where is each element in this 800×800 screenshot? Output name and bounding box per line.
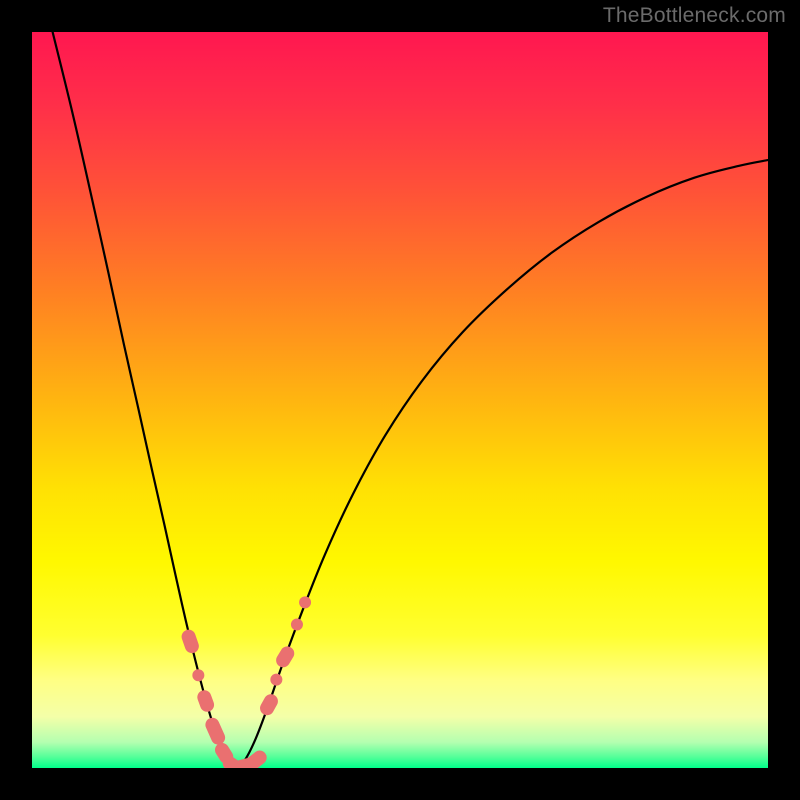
marker-dot — [291, 618, 303, 630]
chart-frame: TheBottleneck.com — [0, 0, 800, 800]
marker-dot — [192, 669, 204, 681]
plot-area — [32, 32, 768, 768]
chart-background — [32, 32, 768, 768]
plot-svg — [32, 32, 768, 768]
marker-dot — [299, 596, 311, 608]
marker-dot — [270, 674, 282, 686]
watermark-text: TheBottleneck.com — [603, 4, 786, 28]
